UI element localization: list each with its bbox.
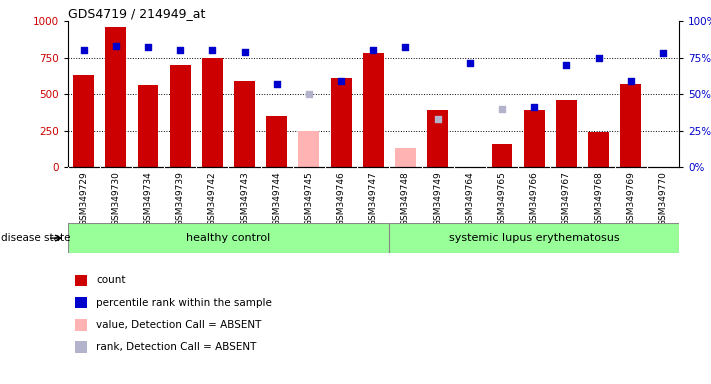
Point xyxy=(368,47,379,53)
Text: GSM349749: GSM349749 xyxy=(433,172,442,226)
Point xyxy=(464,60,476,66)
Text: GSM349764: GSM349764 xyxy=(465,170,474,225)
Point xyxy=(207,47,218,53)
Point xyxy=(271,81,282,87)
Point xyxy=(110,43,122,49)
Bar xyxy=(491,144,513,167)
Bar xyxy=(390,223,679,253)
Bar xyxy=(395,148,416,167)
Text: GSM349766: GSM349766 xyxy=(530,170,539,225)
Text: GSM349744: GSM349744 xyxy=(272,172,282,226)
Bar xyxy=(105,27,127,167)
Text: GSM349745: GSM349745 xyxy=(304,170,314,225)
Text: GSM349748: GSM349748 xyxy=(401,172,410,226)
Text: GSM349747: GSM349747 xyxy=(369,172,378,226)
Text: GSM349767: GSM349767 xyxy=(562,170,571,225)
Text: GSM349730: GSM349730 xyxy=(112,172,120,227)
Bar xyxy=(331,78,351,167)
Text: GSM349730: GSM349730 xyxy=(112,170,120,225)
Bar xyxy=(363,53,384,167)
Text: value, Detection Call = ABSENT: value, Detection Call = ABSENT xyxy=(96,320,262,330)
Text: GSM349770: GSM349770 xyxy=(658,172,668,227)
Point xyxy=(142,44,154,50)
Point xyxy=(593,55,604,61)
Point xyxy=(625,78,636,84)
Text: GSM349746: GSM349746 xyxy=(336,170,346,225)
Bar xyxy=(202,58,223,167)
Text: GSM349745: GSM349745 xyxy=(304,172,314,226)
Text: rank, Detection Call = ABSENT: rank, Detection Call = ABSENT xyxy=(96,342,257,352)
Text: GSM349748: GSM349748 xyxy=(401,170,410,225)
Text: healthy control: healthy control xyxy=(186,233,271,243)
Point xyxy=(496,106,508,112)
Bar xyxy=(299,131,319,167)
Text: GSM349746: GSM349746 xyxy=(336,172,346,226)
Bar xyxy=(137,85,159,167)
Text: GSM349768: GSM349768 xyxy=(594,172,603,227)
Text: GSM349742: GSM349742 xyxy=(208,170,217,225)
Point xyxy=(400,44,411,50)
Text: GSM349769: GSM349769 xyxy=(626,172,635,227)
Bar xyxy=(620,84,641,167)
Text: GSM349739: GSM349739 xyxy=(176,172,185,227)
Text: GSM349729: GSM349729 xyxy=(79,170,88,225)
Text: GDS4719 / 214949_at: GDS4719 / 214949_at xyxy=(68,7,205,20)
Text: GSM349765: GSM349765 xyxy=(498,172,506,227)
Text: percentile rank within the sample: percentile rank within the sample xyxy=(96,298,272,308)
Point xyxy=(174,47,186,53)
Text: GSM349729: GSM349729 xyxy=(79,172,88,226)
Bar xyxy=(524,110,545,167)
Bar xyxy=(234,81,255,167)
Text: GSM349769: GSM349769 xyxy=(626,170,635,225)
Bar xyxy=(427,110,448,167)
Text: GSM349766: GSM349766 xyxy=(530,172,539,227)
Bar xyxy=(556,100,577,167)
Bar xyxy=(73,75,94,167)
Point xyxy=(657,50,668,56)
Point xyxy=(239,49,250,55)
Point xyxy=(561,62,572,68)
Bar xyxy=(588,132,609,167)
Point xyxy=(303,91,314,97)
Point xyxy=(432,116,444,122)
Text: GSM349768: GSM349768 xyxy=(594,170,603,225)
Text: GSM349764: GSM349764 xyxy=(465,172,474,226)
Text: GSM349742: GSM349742 xyxy=(208,172,217,226)
Point xyxy=(528,104,540,110)
Text: GSM349743: GSM349743 xyxy=(240,170,249,225)
Text: GSM349770: GSM349770 xyxy=(658,170,668,225)
Text: GSM349739: GSM349739 xyxy=(176,170,185,225)
Text: disease state: disease state xyxy=(1,233,71,243)
Point xyxy=(336,78,347,84)
Text: GSM349749: GSM349749 xyxy=(433,170,442,225)
Text: GSM349734: GSM349734 xyxy=(144,172,152,226)
Text: count: count xyxy=(96,275,125,285)
Text: GSM349765: GSM349765 xyxy=(498,170,506,225)
Text: GSM349734: GSM349734 xyxy=(144,170,152,225)
Text: GSM349747: GSM349747 xyxy=(369,170,378,225)
Bar xyxy=(266,116,287,167)
Text: GSM349767: GSM349767 xyxy=(562,172,571,227)
Text: GSM349744: GSM349744 xyxy=(272,170,282,225)
Text: GSM349743: GSM349743 xyxy=(240,172,249,226)
Bar xyxy=(68,223,390,253)
Bar xyxy=(170,65,191,167)
Text: systemic lupus erythematosus: systemic lupus erythematosus xyxy=(449,233,619,243)
Point xyxy=(78,47,90,53)
